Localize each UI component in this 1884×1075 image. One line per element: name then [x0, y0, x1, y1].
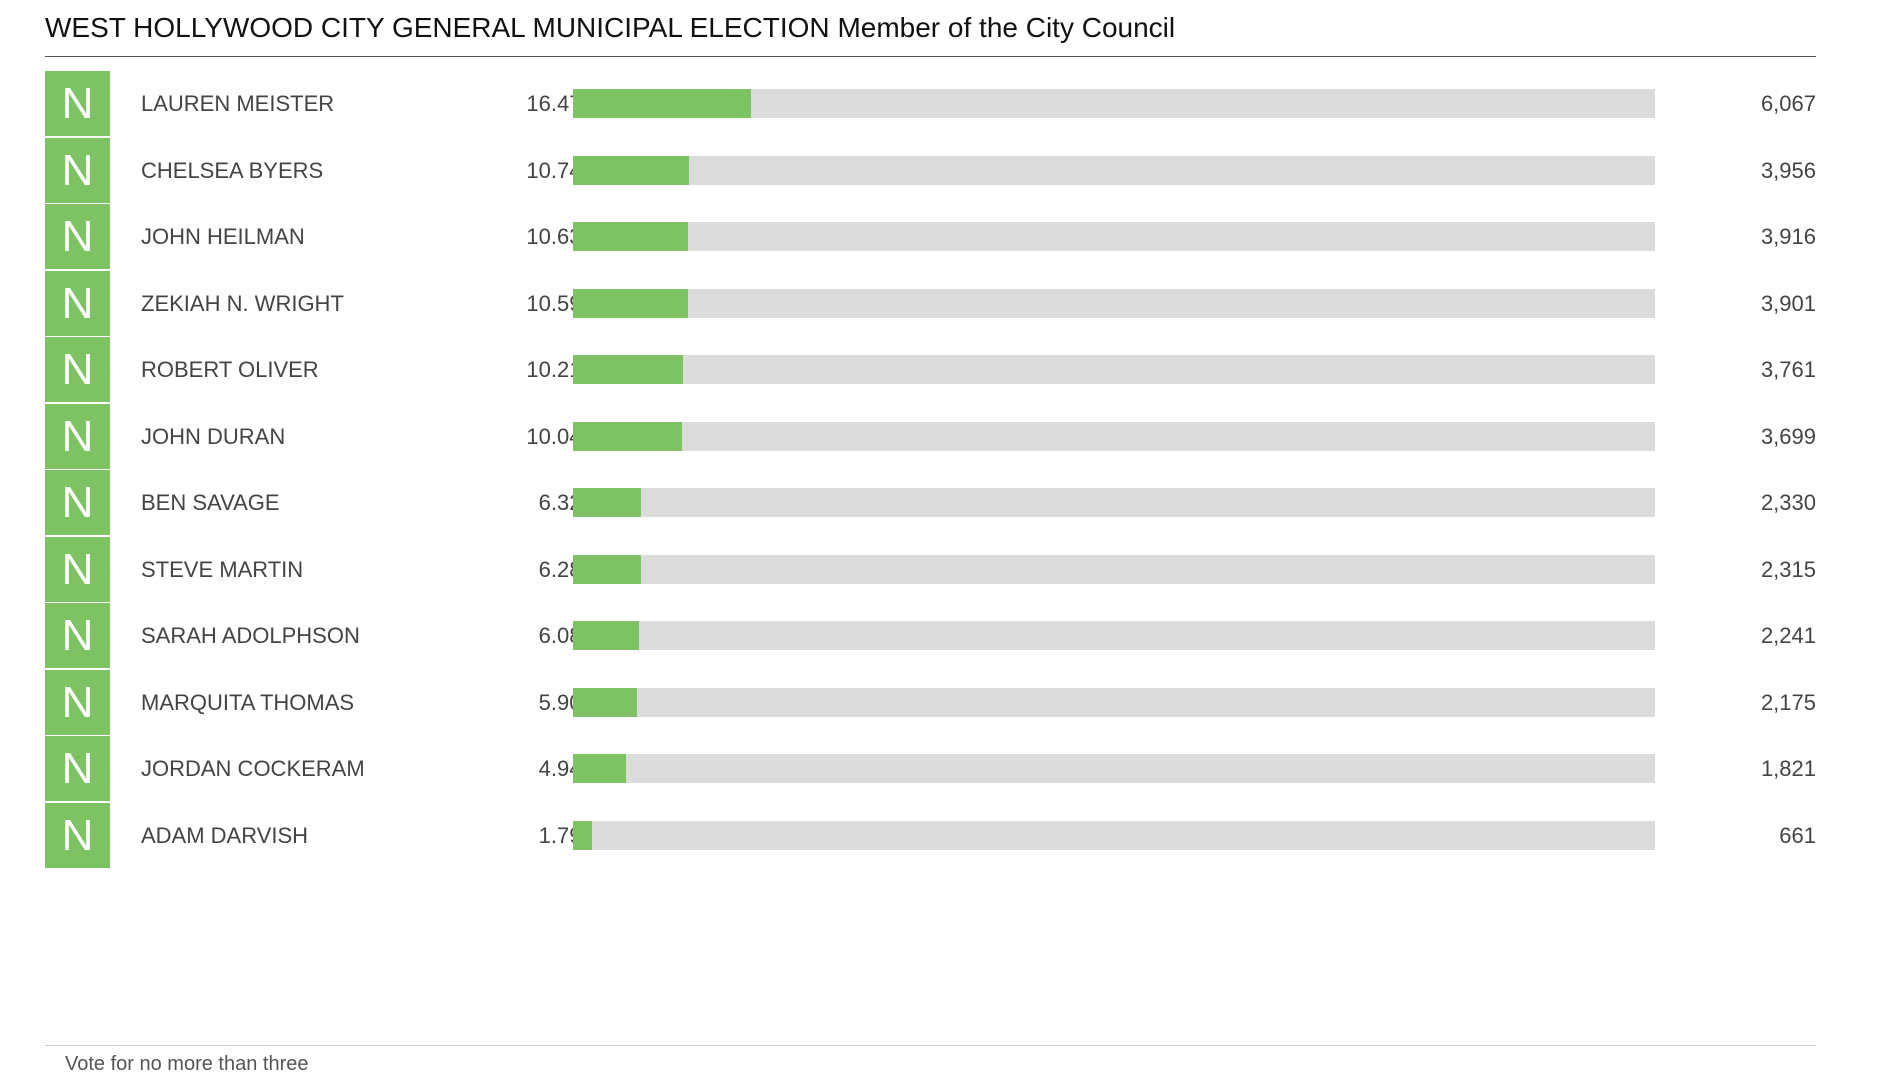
bar-track	[573, 288, 1655, 318]
candidate-name: STEVE MARTIN	[141, 556, 304, 582]
candidate-name: BEN SAVAGE	[141, 490, 280, 515]
bar-fill	[573, 621, 639, 650]
bar-track	[573, 754, 1655, 783]
bar-fill	[573, 288, 688, 318]
result-row: N ADAM DARVISH 1.79% 661	[45, 802, 1816, 868]
candidate-name: JORDAN COCKERAM	[141, 756, 365, 781]
footer-divider	[45, 1045, 1816, 1046]
bar-fill	[573, 488, 642, 517]
result-row: N ROBERT OLIVER 10.21% 3,761	[45, 336, 1816, 402]
candidate-badge: N	[45, 536, 110, 602]
candidate-name: CHELSEA BYERS	[141, 157, 324, 183]
title-main: WEST HOLLYWOOD CITY GENERAL MUNICIPAL EL…	[45, 12, 830, 43]
candidate-badge: N	[45, 669, 110, 735]
vote-count: 3,901	[1760, 290, 1816, 316]
result-row: N JOHN HEILMAN 10.63% 3,916	[45, 203, 1816, 269]
vote-count: 6,067	[1760, 91, 1816, 116]
header-divider	[45, 56, 1816, 57]
candidate-name: JOHN DURAN	[141, 423, 286, 449]
bar-fill	[573, 687, 637, 717]
candidate-name: LAUREN MEISTER	[141, 91, 335, 116]
page-title: WEST HOLLYWOOD CITY GENERAL MUNICIPAL EL…	[45, 10, 1175, 46]
bar-track	[573, 554, 1655, 584]
candidate-badge: N	[45, 337, 110, 402]
result-row: N STEVE MARTIN 6.28% 2,315	[45, 536, 1816, 602]
candidate-badge: N	[45, 71, 110, 136]
bar-fill	[573, 421, 682, 451]
candidate-badge: N	[45, 270, 110, 336]
candidate-badge: N	[45, 470, 110, 535]
candidate-name: ADAM DARVISH	[141, 822, 309, 848]
vote-count: 3,956	[1760, 157, 1816, 183]
vote-count: 661	[1779, 822, 1816, 848]
result-row: N MARQUITA THOMAS 5.90% 2,175	[45, 669, 1816, 735]
result-row: N CHELSEA BYERS 10.74% 3,956	[45, 137, 1816, 203]
candidate-badge: N	[45, 736, 110, 801]
bar-track	[573, 355, 1655, 384]
bar-track	[573, 421, 1655, 451]
candidate-badge: N	[45, 204, 110, 269]
candidate-name: JOHN HEILMAN	[141, 224, 305, 249]
candidate-name: ZEKIAH N. WRIGHT	[141, 290, 344, 316]
bar-fill	[573, 222, 689, 251]
bar-track	[573, 687, 1655, 717]
result-row: N JORDAN COCKERAM 4.94% 1,821	[45, 735, 1816, 801]
bar-fill	[573, 820, 593, 850]
vote-count: 2,175	[1760, 689, 1816, 715]
bar-track	[573, 155, 1655, 185]
title-sub: Member of the City Council	[837, 12, 1176, 43]
bar-fill	[573, 155, 690, 185]
candidate-name: ROBERT OLIVER	[141, 357, 319, 382]
bar-track	[573, 488, 1655, 517]
bar-track	[573, 222, 1655, 251]
result-row: N JOHN DURAN 10.04% 3,699	[45, 403, 1816, 469]
vote-count: 3,916	[1760, 224, 1816, 249]
vote-count: 3,699	[1760, 423, 1816, 449]
bar-fill	[573, 355, 684, 384]
candidate-badge: N	[45, 403, 110, 469]
vote-count: 2,315	[1760, 556, 1816, 582]
footnote: Vote for no more than three	[65, 1053, 309, 1075]
bar-fill	[573, 89, 752, 118]
bar-fill	[573, 754, 627, 783]
vote-count: 2,330	[1760, 490, 1816, 515]
result-row: N LAUREN MEISTER 16.47% 6,067	[45, 70, 1816, 136]
vote-count: 3,761	[1760, 357, 1816, 382]
bar-track	[573, 621, 1655, 650]
result-row: N ZEKIAH N. WRIGHT 10.59% 3,901	[45, 270, 1816, 336]
candidate-name: SARAH ADOLPHSON	[141, 623, 360, 648]
candidate-badge: N	[45, 603, 110, 668]
vote-count: 1,821	[1760, 756, 1816, 781]
candidate-name: MARQUITA THOMAS	[141, 689, 355, 715]
bar-track	[573, 820, 1655, 850]
result-row: N SARAH ADOLPHSON 6.08% 2,241	[45, 602, 1816, 668]
candidate-badge: N	[45, 137, 110, 203]
candidate-badge: N	[45, 802, 110, 868]
bar-fill	[573, 554, 641, 584]
result-row: N BEN SAVAGE 6.32% 2,330	[45, 469, 1816, 535]
vote-count: 2,241	[1760, 623, 1816, 648]
bar-track	[573, 89, 1655, 118]
